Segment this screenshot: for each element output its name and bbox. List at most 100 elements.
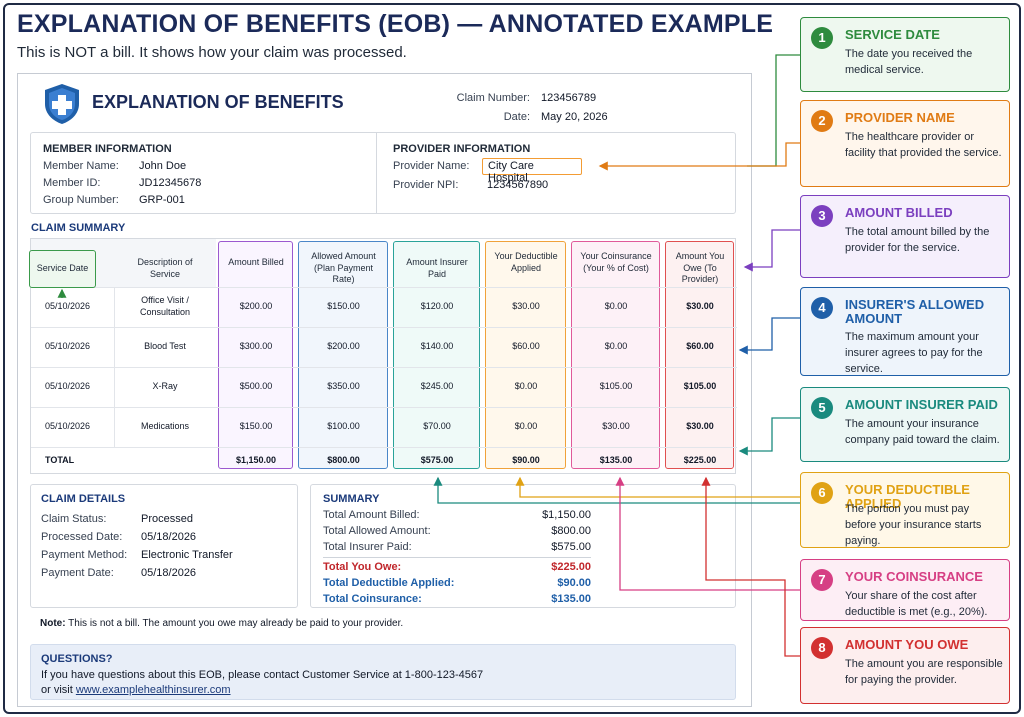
payment-date-label: Payment Date: xyxy=(41,567,114,579)
document-title: EXPLANATION OF BENEFITS xyxy=(92,92,344,112)
total-cell: $575.00 xyxy=(420,455,454,465)
annotation-description: The date you received the medical servic… xyxy=(845,48,973,76)
annotation-title: YOUR COINSURANCE xyxy=(845,569,983,584)
website-link[interactable]: www.examplehealthinsurer.com xyxy=(75,684,231,696)
table-cell: Blood Test xyxy=(144,341,186,351)
column-highlight xyxy=(665,241,734,469)
annotation-description: Your share of the cost after deductible … xyxy=(845,590,988,618)
group-number: GRP-001 xyxy=(139,194,185,206)
number-badge: 3 xyxy=(811,205,833,227)
date-label: Date: xyxy=(503,111,530,123)
connector-insurer-paid xyxy=(738,417,800,456)
total-deductible: $90.00 xyxy=(557,577,591,589)
row-divider xyxy=(31,287,737,288)
row-divider xyxy=(31,327,737,328)
table-cell: $0.00 xyxy=(514,421,538,431)
table-cell: $0.00 xyxy=(604,301,628,311)
annotation-card: 8 AMOUNT YOU OWE The amount you are respon… xyxy=(800,627,1010,704)
page-frame xyxy=(3,3,1021,714)
page-title: EXPLANATION OF BENEFITS (EOB) — ANNOTATE… xyxy=(17,10,774,38)
total-allowed-label: Total Allowed Amount: xyxy=(323,525,431,537)
provider-info-heading: PROVIDER INFORMATION xyxy=(393,143,531,155)
table-cell: $150.00 xyxy=(327,301,360,311)
note-label: Note: xyxy=(40,618,66,629)
annotation-description: The healthcare provider or facility that… xyxy=(845,131,1002,159)
member-name: John Doe xyxy=(139,160,187,172)
table-cell: $0.00 xyxy=(514,381,538,391)
annotation-card: 3 AMOUNT BILLED The total amount billed by… xyxy=(800,195,1010,278)
member-info-heading: MEMBER INFORMATION xyxy=(43,143,172,155)
total-cell: $1,150.00 xyxy=(235,455,277,465)
total-allowed: $800.00 xyxy=(551,525,591,537)
connector-amount-billed xyxy=(743,229,800,272)
questions-box: QUESTIONS? If you have questions about t… xyxy=(30,644,736,700)
annotation-description: The amount you are responsible for payin… xyxy=(845,658,1003,686)
number-badge: 6 xyxy=(811,482,833,504)
column-highlight xyxy=(393,241,480,469)
total-coinsurance-label: Total Coinsurance: xyxy=(323,593,422,605)
questions-line2: or visit www.examplehealthinsurer.com xyxy=(41,684,231,696)
connector-coinsurance xyxy=(615,476,800,591)
annotation-card: 7 YOUR COINSURANCE Your share of the cost … xyxy=(800,559,1010,621)
total-paid: $575.00 xyxy=(551,541,591,553)
table-cell: $70.00 xyxy=(423,421,451,431)
table-cell: $245.00 xyxy=(420,381,454,391)
group-number-label: Group Number: xyxy=(43,194,119,206)
claim-summary-heading: CLAIM SUMMARY xyxy=(31,222,126,234)
connector-service-date xyxy=(747,54,800,167)
annotation-title: INSURER'S ALLOWED AMOUNT xyxy=(845,297,985,327)
document-date: May 20, 2026 xyxy=(541,111,608,123)
claim-summary-table: Description of Service Amount Billed Allow… xyxy=(30,238,737,474)
number-badge: 2 xyxy=(811,110,833,132)
payment-method-label: Payment Method: xyxy=(41,549,128,561)
table-cell: Medications xyxy=(140,421,190,431)
table-cell: $0.00 xyxy=(604,341,628,351)
total-owe: $225.00 xyxy=(551,561,591,573)
provider-npi: 1234567890 xyxy=(487,179,549,191)
claim-status: Processed xyxy=(141,513,193,525)
table-cell: $140.00 xyxy=(420,341,454,351)
claim-number: 123456789 xyxy=(541,92,597,104)
column-header: Your Deductible Applied xyxy=(494,251,558,273)
table-cell: $500.00 xyxy=(239,381,273,391)
total-billed: $1,150.00 xyxy=(542,509,591,521)
annotation-title: YOUR DEDUCTIBLE APPLIED xyxy=(845,482,970,512)
annotation-description: The maximum amount your insurer agrees t… xyxy=(845,331,983,375)
annotation-card: 1 SERVICE DATE The date you received the m… xyxy=(800,17,1010,92)
annotation-title: AMOUNT INSURER PAID xyxy=(845,397,998,412)
annotation-title: PROVIDER NAME xyxy=(845,110,955,125)
annotation-card: 6 YOUR DEDUCTIBLE APPLIED The portion you … xyxy=(800,472,1010,548)
service-date-highlight xyxy=(29,250,96,288)
table-cell: $200.00 xyxy=(327,341,360,351)
connector-provider-name xyxy=(598,142,800,171)
total-cell: $90.00 xyxy=(512,455,540,465)
table-cell: $105.00 xyxy=(683,381,717,391)
number-badge: 4 xyxy=(811,297,833,319)
info-section: MEMBER INFORMATION Member Name: John Doe… xyxy=(30,132,736,214)
provider-npi-label: Provider NPI: xyxy=(393,179,459,191)
number-badge: 5 xyxy=(811,397,833,419)
table-cell: 05/10/2026 xyxy=(45,421,91,431)
annotation-description: The portion you must pay before your ins… xyxy=(845,503,982,547)
table-cell: X-Ray xyxy=(152,381,178,391)
total-cell: $800.00 xyxy=(327,455,360,465)
total-billed-label: Total Amount Billed: xyxy=(323,509,420,521)
total-paid-label: Total Insurer Paid: xyxy=(323,541,412,553)
column-divider xyxy=(114,287,115,447)
column-highlight xyxy=(485,241,566,469)
member-id: JD12345678 xyxy=(139,177,202,189)
table-cell: $60.00 xyxy=(512,341,540,351)
claim-number-label: Claim Number: xyxy=(456,92,530,104)
info-divider xyxy=(376,133,377,213)
annotation-description: The total amount billed by the provider … xyxy=(845,226,990,254)
row-divider xyxy=(31,407,737,408)
annotation-title: SERVICE DATE xyxy=(845,27,940,42)
claim-details-heading: CLAIM DETAILS xyxy=(41,493,126,505)
total-owe-label: Total You Owe: xyxy=(323,561,402,573)
total-cell: $225.00 xyxy=(683,455,717,465)
processed-date-label: Processed Date: xyxy=(41,531,123,543)
connector-allowed-amount xyxy=(738,317,800,355)
column-header: Your Coinsurance (Your % of Cost) xyxy=(580,251,652,273)
questions-heading: QUESTIONS? xyxy=(41,653,113,665)
